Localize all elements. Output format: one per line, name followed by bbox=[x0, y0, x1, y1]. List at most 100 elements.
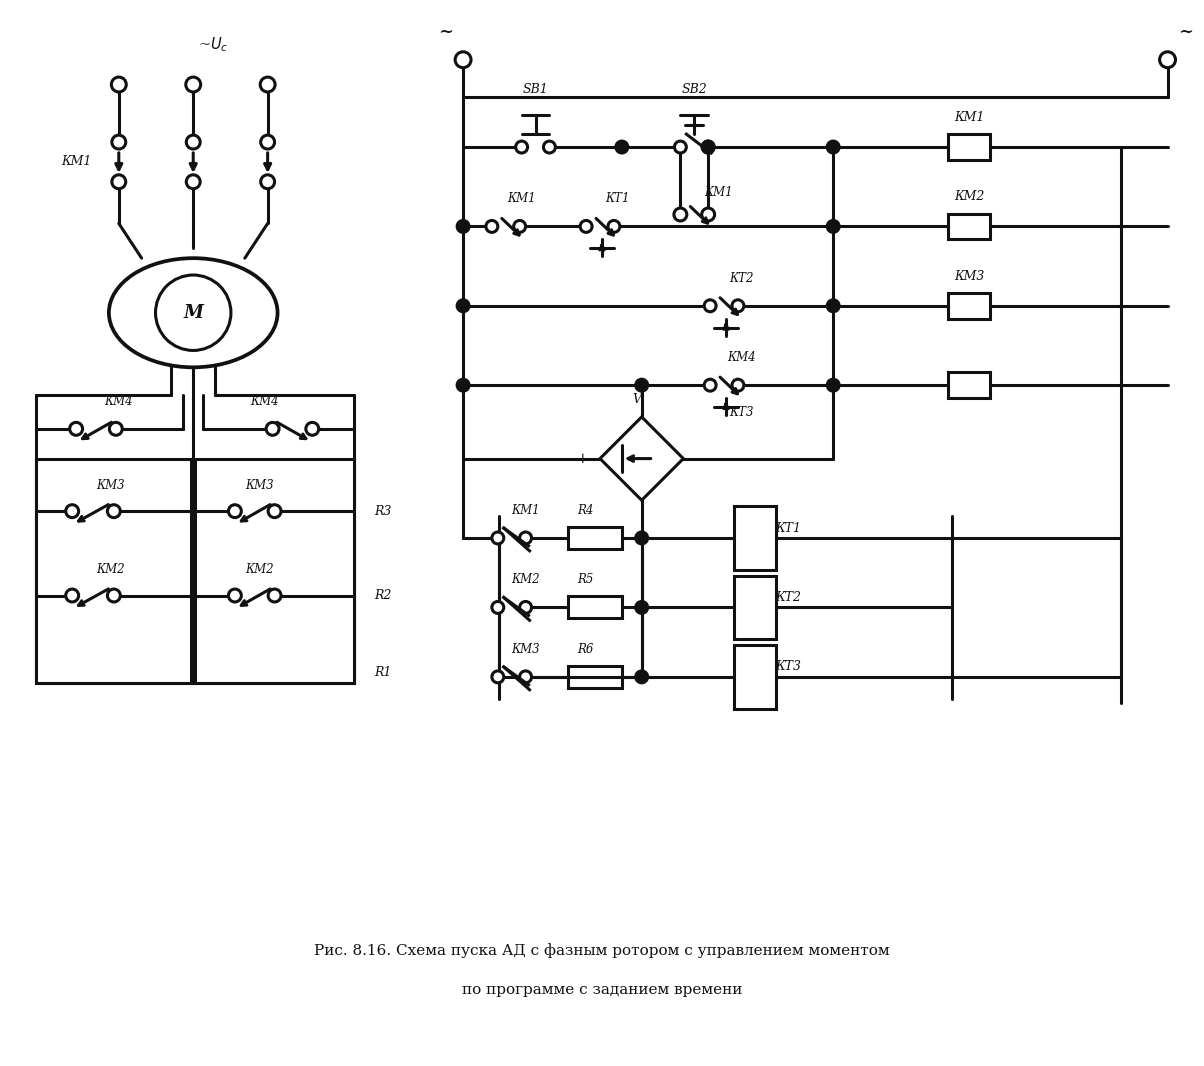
Circle shape bbox=[111, 77, 126, 92]
Circle shape bbox=[608, 221, 620, 232]
Circle shape bbox=[827, 141, 839, 154]
Text: M: M bbox=[183, 304, 203, 322]
Circle shape bbox=[492, 532, 503, 544]
Circle shape bbox=[185, 77, 201, 92]
Text: КМ3: КМ3 bbox=[954, 270, 985, 282]
Text: R4: R4 bbox=[577, 503, 594, 517]
Text: КТ3: КТ3 bbox=[775, 661, 802, 674]
Circle shape bbox=[229, 589, 241, 602]
Circle shape bbox=[520, 532, 531, 544]
Circle shape bbox=[107, 589, 120, 602]
Text: КМ1: КМ1 bbox=[512, 503, 539, 517]
Text: КТ2: КТ2 bbox=[775, 591, 802, 604]
Circle shape bbox=[520, 671, 531, 683]
Text: КМ3: КМ3 bbox=[512, 643, 539, 656]
Text: КМ3: КМ3 bbox=[246, 479, 275, 491]
Circle shape bbox=[543, 141, 555, 154]
Text: ~: ~ bbox=[438, 23, 453, 41]
Text: ~$U_c$: ~$U_c$ bbox=[197, 35, 229, 54]
Ellipse shape bbox=[108, 258, 278, 368]
Text: КМ2: КМ2 bbox=[954, 190, 985, 204]
Bar bbox=[734, 576, 775, 640]
Text: КМ1: КМ1 bbox=[61, 156, 92, 168]
Text: по программе с заданием времени: по программе с заданием времени bbox=[462, 984, 742, 998]
Circle shape bbox=[702, 141, 714, 154]
Text: R5: R5 bbox=[577, 574, 594, 586]
Circle shape bbox=[112, 175, 125, 189]
Text: SB1: SB1 bbox=[523, 83, 548, 96]
Bar bbox=[568, 527, 622, 549]
Text: SB2: SB2 bbox=[681, 83, 707, 96]
Text: КТ1: КТ1 bbox=[606, 192, 630, 205]
Circle shape bbox=[514, 221, 526, 232]
Circle shape bbox=[261, 135, 275, 149]
Circle shape bbox=[155, 275, 231, 351]
Circle shape bbox=[515, 141, 527, 154]
Circle shape bbox=[827, 300, 839, 311]
Circle shape bbox=[458, 300, 470, 311]
Text: КМ2: КМ2 bbox=[512, 574, 539, 586]
Text: ~: ~ bbox=[1178, 23, 1193, 41]
Text: КМ1: КМ1 bbox=[954, 111, 985, 124]
Text: КМ4: КМ4 bbox=[105, 394, 134, 407]
Circle shape bbox=[732, 300, 744, 311]
Text: КМ4: КМ4 bbox=[250, 394, 279, 407]
Circle shape bbox=[112, 135, 125, 149]
Text: КМ4: КМ4 bbox=[727, 351, 756, 364]
Text: КМ3: КМ3 bbox=[96, 479, 125, 491]
Circle shape bbox=[261, 175, 275, 189]
Circle shape bbox=[266, 422, 279, 435]
Circle shape bbox=[187, 175, 200, 189]
Circle shape bbox=[110, 422, 123, 435]
Text: КМ2: КМ2 bbox=[96, 563, 125, 577]
Bar bbox=[949, 293, 990, 319]
Circle shape bbox=[455, 52, 471, 67]
Bar bbox=[949, 213, 990, 239]
Circle shape bbox=[306, 422, 319, 435]
Circle shape bbox=[702, 208, 715, 221]
Circle shape bbox=[260, 77, 275, 92]
Text: КТ2: КТ2 bbox=[730, 272, 754, 285]
Circle shape bbox=[732, 379, 744, 391]
Circle shape bbox=[66, 504, 78, 518]
Circle shape bbox=[674, 208, 686, 221]
Circle shape bbox=[492, 671, 503, 683]
Circle shape bbox=[636, 379, 648, 391]
Circle shape bbox=[674, 141, 686, 154]
Text: R1: R1 bbox=[373, 666, 391, 679]
Circle shape bbox=[580, 221, 592, 232]
Circle shape bbox=[636, 601, 648, 613]
Text: R3: R3 bbox=[373, 504, 391, 518]
Circle shape bbox=[492, 601, 503, 613]
Text: +: + bbox=[577, 452, 588, 466]
Circle shape bbox=[458, 379, 470, 391]
Circle shape bbox=[702, 141, 714, 154]
Circle shape bbox=[827, 379, 839, 391]
Text: КТ1: КТ1 bbox=[775, 521, 802, 534]
Circle shape bbox=[636, 532, 648, 544]
Text: Рис. 8.16. Схема пуска АД с фазным ротором с управлением моментом: Рис. 8.16. Схема пуска АД с фазным ротор… bbox=[314, 943, 890, 958]
Text: КМ1: КМ1 bbox=[704, 187, 732, 199]
Bar bbox=[734, 506, 775, 569]
Text: КТ3: КТ3 bbox=[730, 406, 754, 419]
Circle shape bbox=[616, 141, 627, 154]
Circle shape bbox=[827, 221, 839, 232]
Circle shape bbox=[187, 135, 200, 149]
Circle shape bbox=[229, 504, 241, 518]
Text: R6: R6 bbox=[577, 643, 594, 656]
Circle shape bbox=[70, 422, 83, 435]
Text: КМ1: КМ1 bbox=[507, 192, 536, 205]
Polygon shape bbox=[600, 417, 684, 500]
Text: −: − bbox=[696, 452, 707, 466]
Circle shape bbox=[268, 589, 281, 602]
Circle shape bbox=[107, 504, 120, 518]
Bar bbox=[734, 645, 775, 709]
Circle shape bbox=[704, 300, 716, 311]
Bar bbox=[568, 597, 622, 618]
Circle shape bbox=[458, 221, 470, 232]
Text: R2: R2 bbox=[373, 589, 391, 602]
Text: КМ2: КМ2 bbox=[246, 563, 275, 577]
Circle shape bbox=[486, 221, 497, 232]
Bar bbox=[36, 458, 191, 683]
Circle shape bbox=[704, 379, 716, 391]
